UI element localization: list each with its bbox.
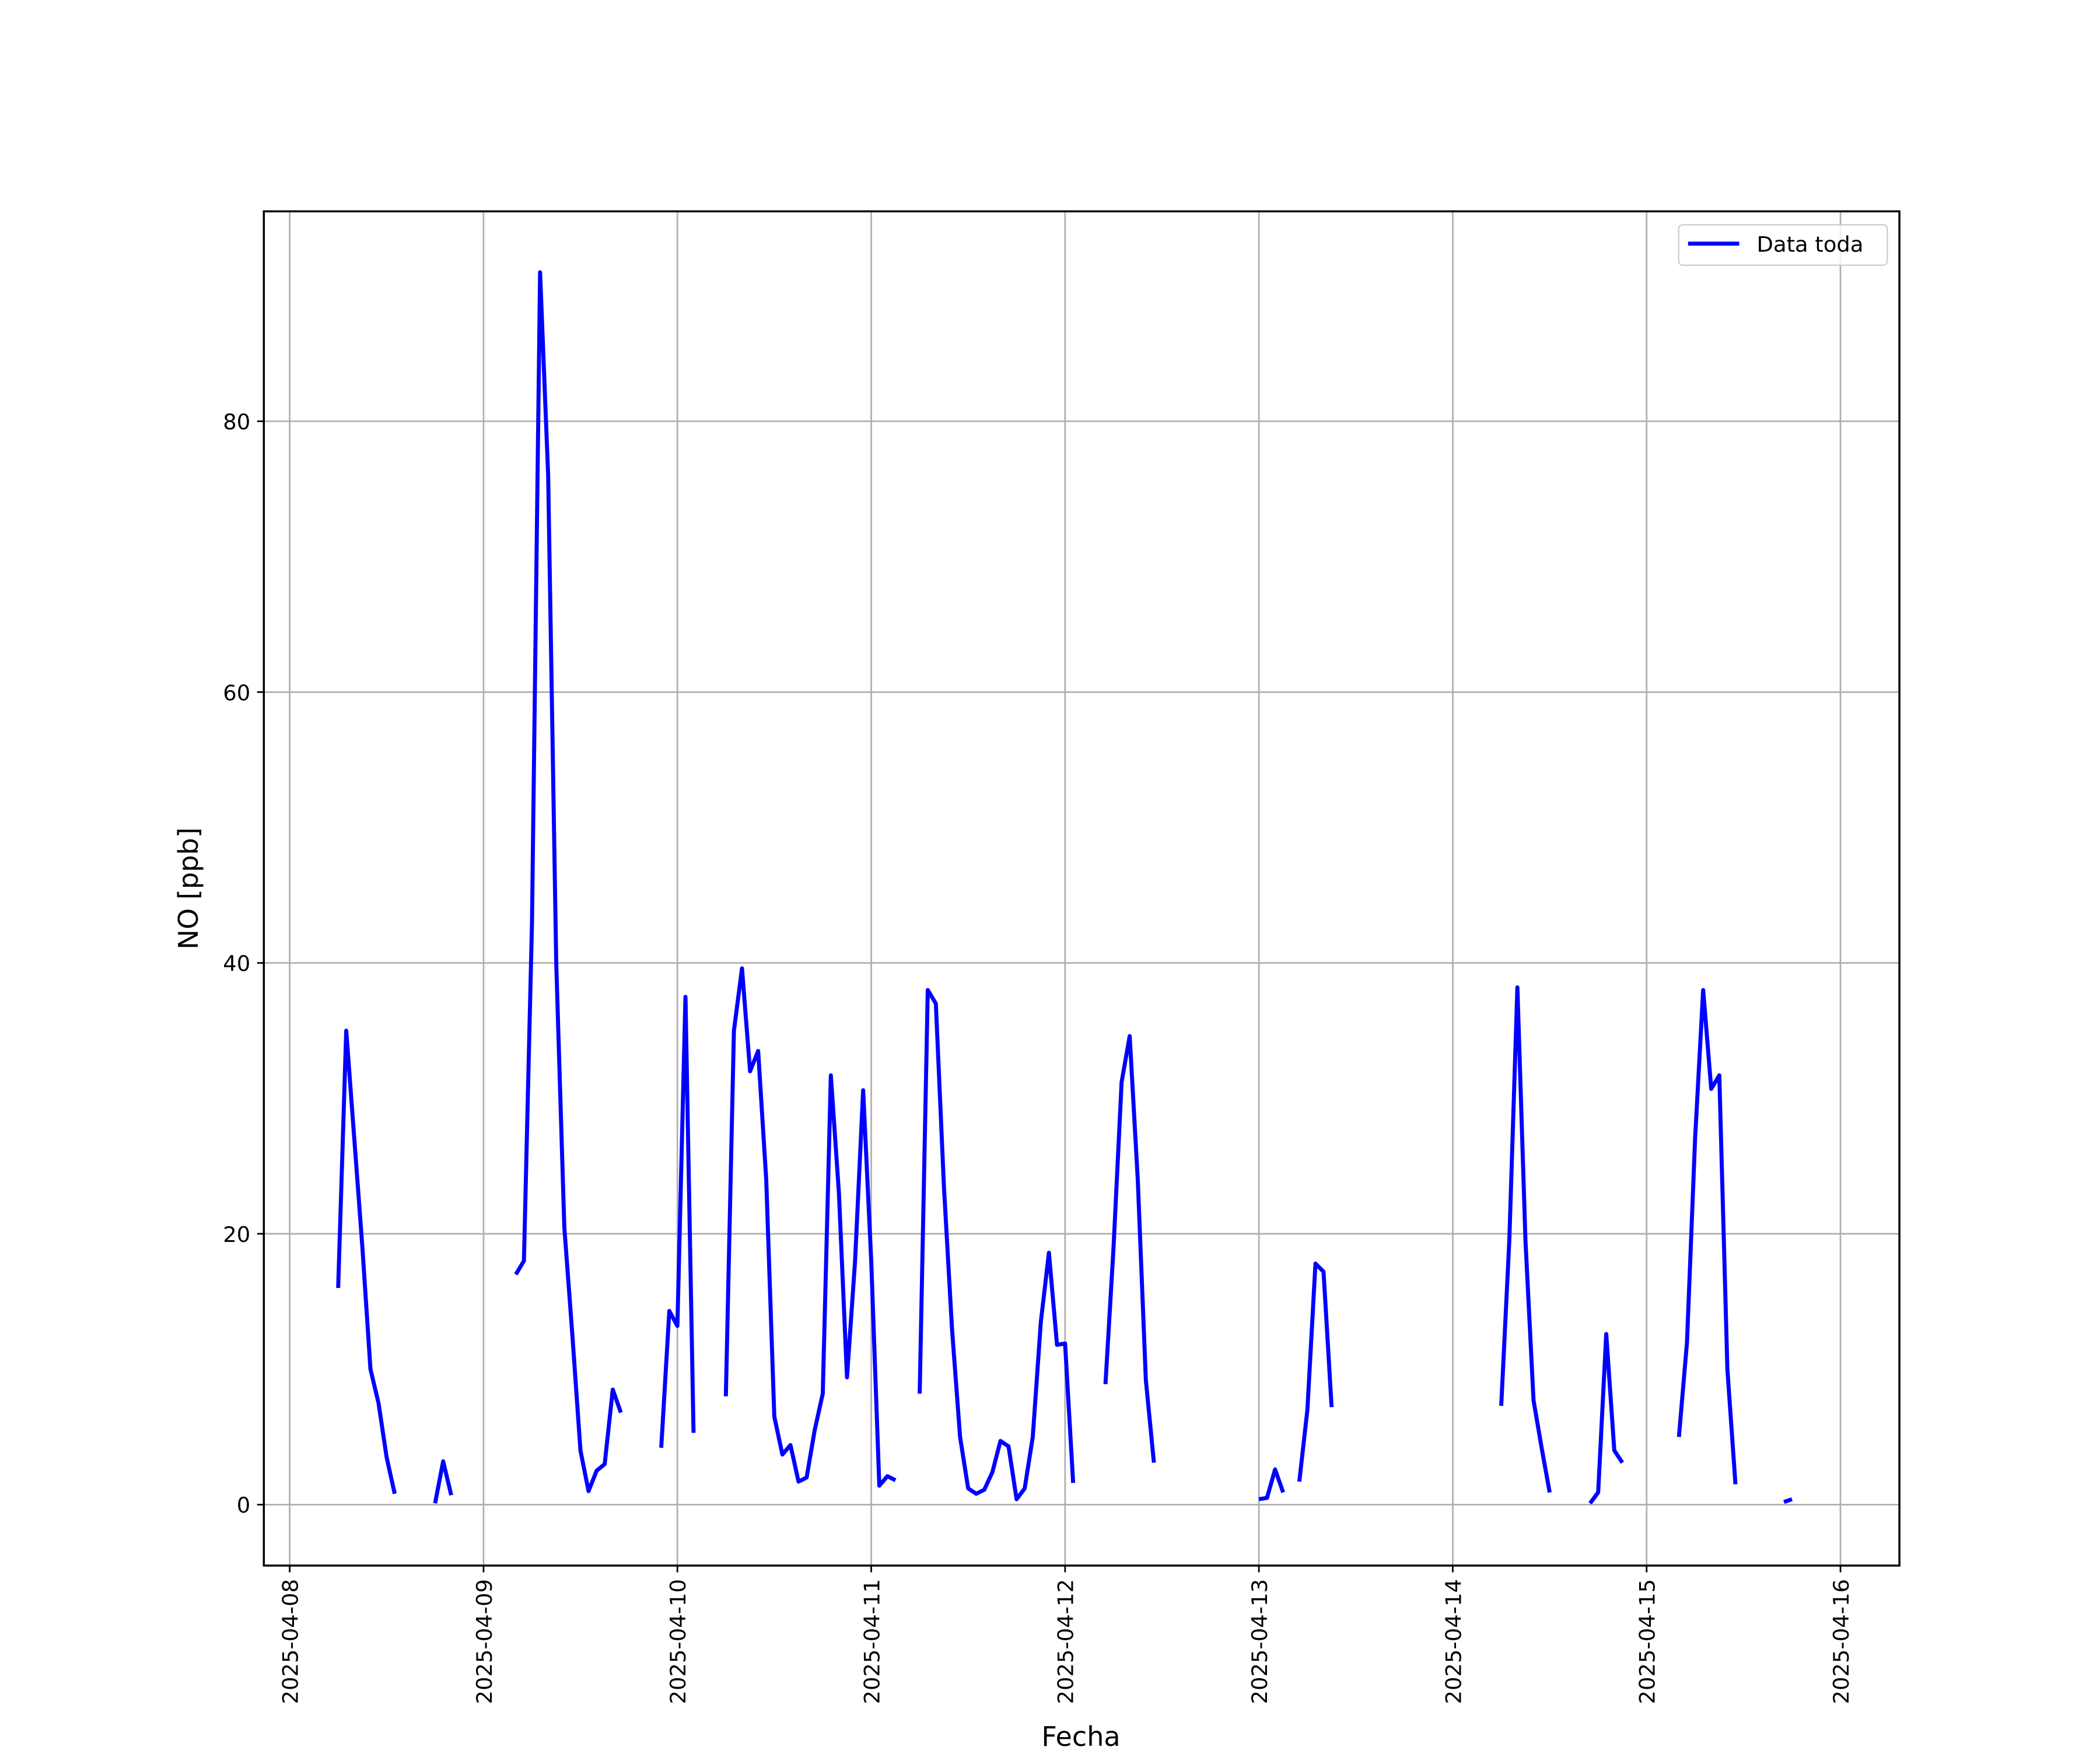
x-axis-label: Fecha <box>1041 1721 1120 1750</box>
x-tick-label: 2025-04-12 <box>1054 1579 1079 1704</box>
x-tick-label: 2025-04-11 <box>859 1579 884 1704</box>
y-tick-label: 40 <box>223 951 250 977</box>
x-tick-label: 2025-04-14 <box>1441 1579 1466 1704</box>
x-tick-label: 2025-04-08 <box>278 1579 303 1704</box>
y-axis-label: NO [ppb] <box>173 827 204 949</box>
plot-frame <box>262 210 1901 1567</box>
x-tick-label: 2025-04-10 <box>666 1579 691 1704</box>
y-tick-label: 20 <box>223 1222 250 1247</box>
y-tick-label: 60 <box>223 680 250 705</box>
y-tick-label: 80 <box>223 410 250 435</box>
x-tick-label: 2025-04-15 <box>1635 1579 1660 1704</box>
x-tick-label: 2025-04-16 <box>1829 1579 1854 1704</box>
x-tick-label: 2025-04-13 <box>1247 1579 1272 1704</box>
legend-label: Data toda <box>1757 232 1864 257</box>
legend: Data toda <box>1678 224 1888 266</box>
y-tick-label: 0 <box>237 1493 250 1518</box>
legend-box <box>1678 224 1888 266</box>
data-line <box>336 270 1793 1505</box>
x-tick-label: 2025-04-09 <box>472 1579 497 1704</box>
